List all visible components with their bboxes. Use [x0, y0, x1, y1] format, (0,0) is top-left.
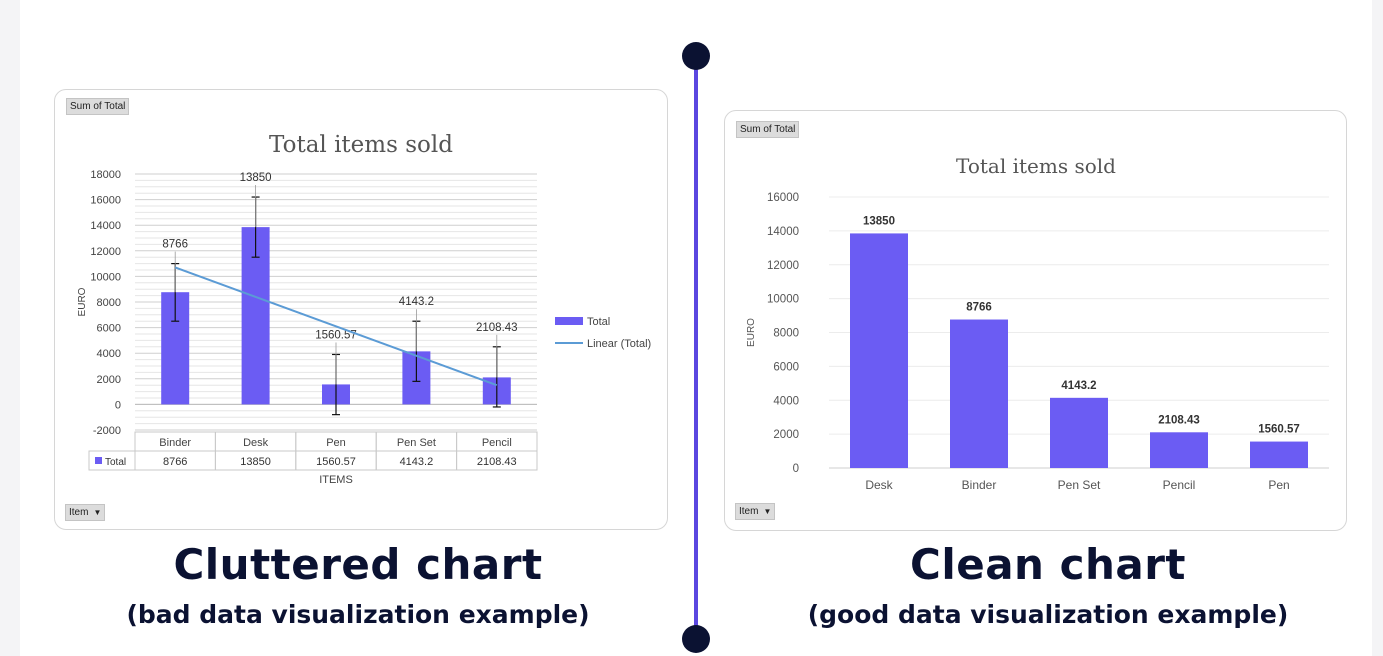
chart-title: Total items sold: [269, 132, 453, 158]
clean-chart-panel: Sum of Total Total items sold 0 2000 4000 60…: [724, 110, 1347, 531]
data-table-value: 8766: [163, 456, 187, 468]
y-tick-label: -2000: [93, 425, 121, 437]
data-label: 4143.2: [399, 296, 434, 308]
y-axis-label: EURO: [746, 318, 757, 347]
y-tick-label: 6000: [97, 323, 121, 335]
y-tick-label: 2000: [97, 374, 121, 386]
y-tick-label: 4000: [773, 395, 799, 407]
category-label: Binder: [159, 437, 191, 449]
data-label: 2108.43: [1158, 414, 1200, 426]
item-filter-label: Item: [739, 506, 759, 517]
data-table-cell: [456, 450, 538, 471]
y-tick-label: 12000: [90, 246, 121, 258]
y-tick-label: 6000: [773, 361, 799, 373]
legend-key-total: [555, 317, 583, 325]
category-label: Pen: [1268, 478, 1289, 492]
y-tick-label: 14000: [767, 226, 799, 238]
sum-of-total-label: Sum of Total: [70, 101, 126, 112]
cluttered-chart-panel: Sum of Total Total items sold -2000 0 2000 4…: [54, 89, 668, 530]
legend-label-trend: Linear (Total): [587, 338, 651, 350]
bar: [1250, 441, 1308, 468]
data-label: 1560.57: [315, 329, 357, 341]
y-tick-label: 8000: [773, 328, 799, 340]
dropdown-caret-icon: ▼: [763, 507, 772, 516]
clean-chart-subcaption: (good data visualization example): [807, 600, 1289, 629]
dropdown-caret-icon: ▼: [93, 508, 102, 517]
cluttered-chart: Total items sold -2000 0 2000 4000 6000 8000 10…: [77, 132, 651, 486]
cluttered-chart-caption: Cluttered chart: [173, 540, 543, 589]
data-table-value: 1560.57: [316, 456, 356, 468]
clean-chart: Total items sold 0 2000 4000 6000 8000 10000 12…: [746, 154, 1329, 492]
data-label: 8766: [162, 239, 188, 251]
category-label: Pencil: [482, 437, 512, 449]
y-tick-label: 4000: [97, 348, 121, 360]
data-label: 13850: [863, 215, 895, 227]
bar: [950, 319, 1008, 468]
category-label: Pencil: [1163, 478, 1196, 492]
item-filter-button[interactable]: Item ▼: [65, 504, 106, 521]
bar: [1050, 397, 1108, 468]
x-axis-label: ITEMS: [319, 474, 353, 486]
item-filter-button[interactable]: Item ▼: [735, 503, 776, 520]
cluttered-chart-subcaption: (bad data visualization example): [126, 600, 590, 629]
trendline: [174, 266, 498, 387]
data-label: 1560.57: [1258, 424, 1300, 436]
data-label: 2108.43: [476, 322, 518, 334]
data-label: 8766: [966, 302, 992, 314]
page: Sum of Total Total items sold -2000 0 2000 4…: [20, 0, 1372, 656]
legend-label-total: Total: [587, 316, 610, 328]
y-tick-label: 14000: [90, 220, 121, 232]
y-tick-label: 10000: [90, 271, 121, 283]
y-tick-label: 0: [793, 463, 799, 475]
y-tick-label: 12000: [767, 260, 799, 272]
clean-chart-caption: Clean chart: [910, 540, 1186, 589]
y-tick-label: 2000: [773, 429, 799, 441]
data-label: 13850: [240, 172, 272, 184]
sum-of-total-field-button[interactable]: Sum of Total: [66, 98, 130, 115]
data-table-value: 13850: [240, 456, 271, 468]
data-table-cell: [88, 450, 136, 471]
bar: [1150, 432, 1208, 468]
y-axis-label: EURO: [77, 287, 88, 316]
y-tick-label: 16000: [767, 192, 799, 204]
bar: [850, 233, 908, 468]
data-table-value: 4143.2: [400, 456, 434, 468]
category-label: Desk: [243, 437, 269, 449]
sum-of-total-field-button[interactable]: Sum of Total: [736, 121, 800, 138]
category-label: Binder: [962, 478, 997, 492]
item-filter-label: Item: [69, 507, 89, 518]
category-label: Pen Set: [1058, 478, 1101, 492]
category-label: Pen: [326, 437, 346, 449]
y-tick-label: 8000: [97, 297, 121, 309]
data-table-value: 2108.43: [477, 456, 517, 468]
data-table-legend-key: [95, 457, 102, 464]
divider-top-dot: [682, 42, 710, 70]
category-label: Pen Set: [397, 437, 436, 449]
category-label: Desk: [865, 478, 893, 492]
y-tick-label: 16000: [90, 195, 121, 207]
data-label: 4143.2: [1061, 380, 1096, 392]
y-tick-label: 0: [115, 399, 121, 411]
divider-bottom-dot: [682, 625, 710, 653]
y-tick-label: 10000: [767, 294, 799, 306]
divider-line: [694, 56, 698, 640]
sum-of-total-label: Sum of Total: [740, 124, 796, 135]
chart-title: Total items sold: [956, 154, 1116, 178]
y-tick-label: 18000: [90, 169, 121, 181]
data-table-row-label: Total: [105, 457, 126, 468]
